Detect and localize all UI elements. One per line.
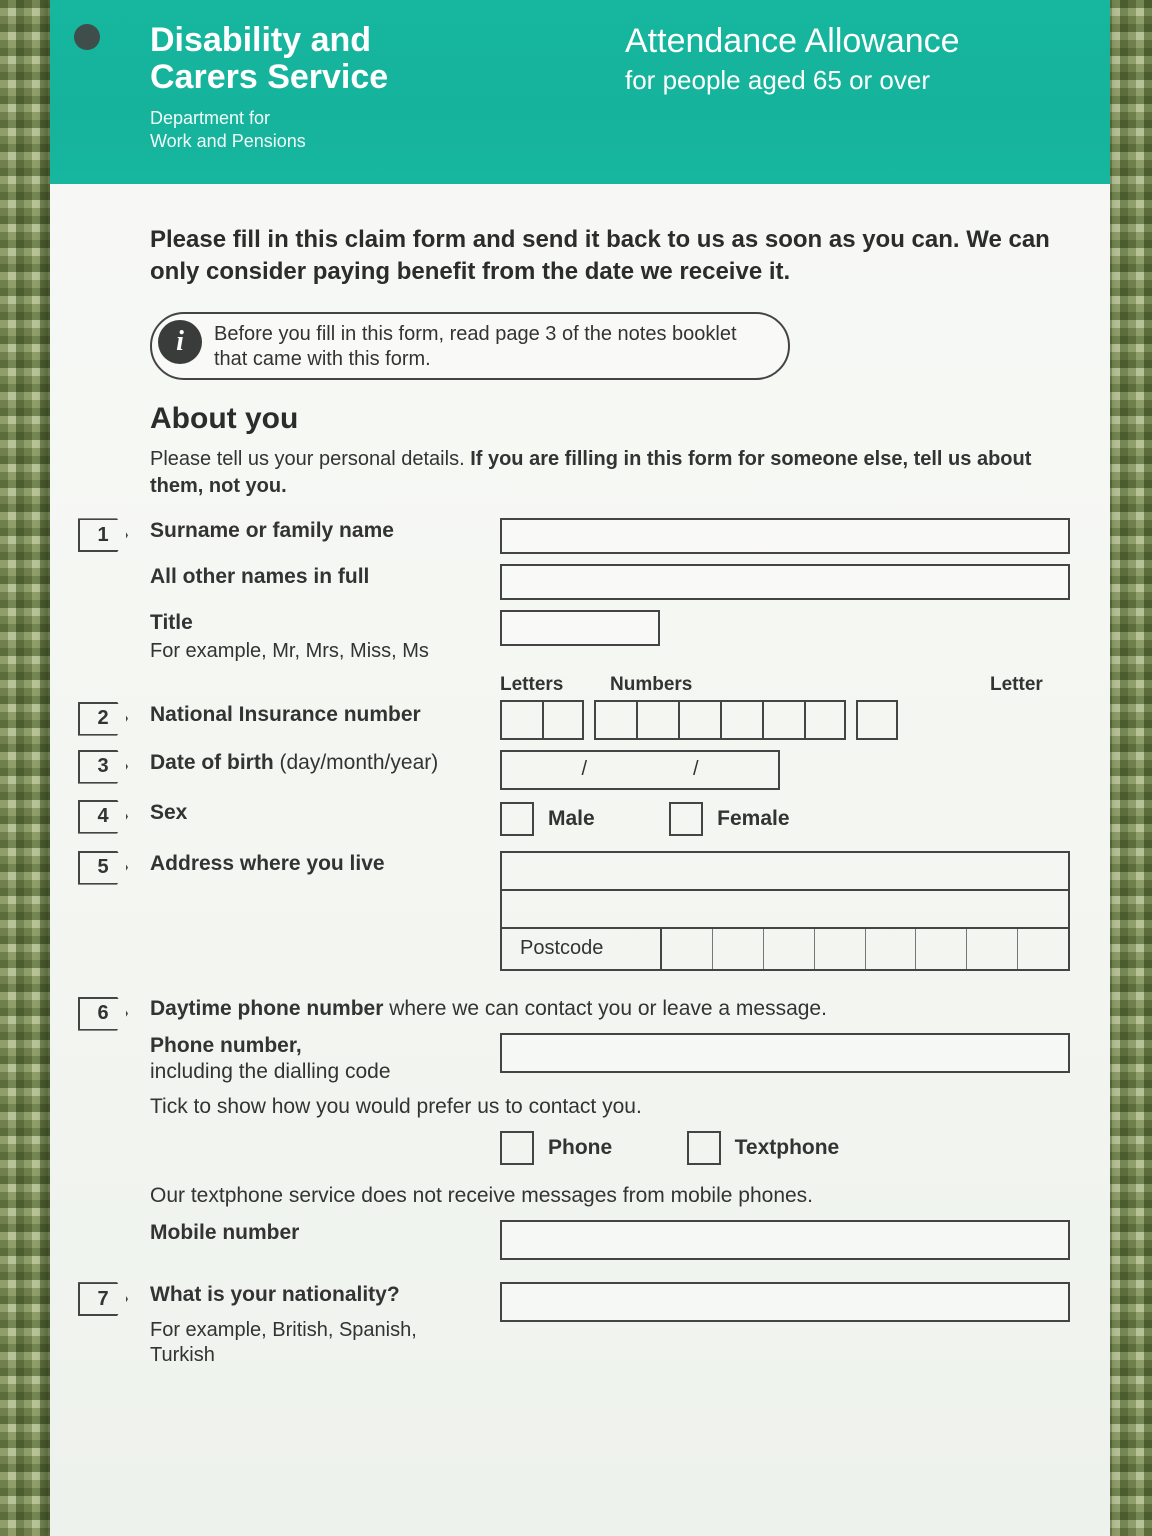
phone-input[interactable]	[500, 1033, 1070, 1073]
question-number: 3	[78, 750, 128, 784]
q6-block: 6 Daytime phone number where we can cont…	[150, 997, 1070, 1261]
info-text: Before you fill in this form, read page …	[214, 320, 758, 372]
ni-column-headers: Letters Numbers Letter	[500, 674, 1070, 696]
q3-dob-row: 3 Date of birth (day/month/year) //	[150, 750, 1070, 790]
brand-name: Disability and Carers Service	[150, 22, 585, 97]
title-input[interactable]	[500, 610, 660, 646]
brand-line2: Carers Service	[150, 58, 388, 96]
section-heading: About you	[150, 402, 1070, 436]
surname-label: Surname or family name	[150, 518, 470, 544]
form-page: Disability and Carers Service Department…	[50, 0, 1110, 1536]
question-number: 1	[78, 518, 128, 552]
sex-label: Sex	[150, 800, 470, 826]
q2-ni-row: 2 National Insurance number Letters Numb…	[150, 674, 1070, 740]
q4-sex-row: 4 Sex Male Female	[150, 800, 1070, 841]
postcode-label: Postcode	[502, 929, 662, 969]
address-line1-input[interactable]	[500, 851, 1070, 891]
info-callout: i Before you fill in this form, read pag…	[150, 312, 790, 380]
q1-othernames-row: All other names in full	[150, 564, 1070, 600]
postcode-input[interactable]	[662, 929, 1068, 969]
othernames-label: All other names in full	[150, 564, 470, 590]
question-number: 6	[78, 997, 128, 1031]
contact-pref-text: Tick to show how you would prefer us to …	[150, 1095, 1070, 1119]
form-subtitle: for people aged 65 or over	[625, 65, 1060, 96]
q5-address-row: 5 Address where you live Postcode	[150, 851, 1070, 971]
question-number: 2	[78, 702, 128, 736]
postcode-row: Postcode	[500, 927, 1070, 971]
department-name: Department for Work and Pensions	[150, 107, 585, 154]
phone-label: Phone number, including the dialling cod…	[150, 1033, 470, 1086]
sex-female-option[interactable]: Female	[669, 802, 789, 836]
dob-input[interactable]: //	[500, 750, 780, 790]
q7-nationality-row: 7 What is your nationality? For example,…	[150, 1282, 1070, 1368]
checkbox-icon	[687, 1131, 721, 1165]
nationality-input[interactable]	[500, 1282, 1070, 1322]
ni-input[interactable]	[500, 700, 1070, 740]
sex-male-option[interactable]: Male	[500, 802, 595, 836]
binder-hole	[74, 24, 100, 50]
question-number: 7	[78, 1282, 128, 1316]
daytime-phone-lead: Daytime phone number where we can contac…	[150, 997, 1070, 1021]
mobile-label: Mobile number	[150, 1220, 470, 1246]
ni-label: National Insurance number	[150, 674, 470, 728]
mobile-input[interactable]	[500, 1220, 1070, 1260]
dob-label: Date of birth (day/month/year)	[150, 750, 470, 776]
checkbox-icon	[669, 802, 703, 836]
address-label: Address where you live	[150, 851, 470, 877]
othernames-input[interactable]	[500, 564, 1070, 600]
textphone-note: Our textphone service does not receive m…	[150, 1184, 1070, 1208]
address-line2-input[interactable]	[500, 889, 1070, 929]
checkbox-icon	[500, 802, 534, 836]
brand-line1: Disability and	[150, 21, 371, 59]
checkbox-icon	[500, 1131, 534, 1165]
title-hint: For example, Mr, Mrs, Miss, Ms	[150, 639, 470, 664]
question-number: 4	[78, 800, 128, 834]
nationality-label: What is your nationality? For example, B…	[150, 1282, 470, 1368]
q1-surname-row: 1 Surname or family name	[150, 518, 1070, 554]
section-intro: Please tell us your personal details. If…	[150, 446, 1070, 500]
contact-textphone-option[interactable]: Textphone	[687, 1131, 840, 1165]
form-title: Attendance Allowance	[625, 22, 1060, 61]
header-banner: Disability and Carers Service Department…	[50, 0, 1110, 184]
title-label: Title	[150, 610, 470, 636]
contact-phone-option[interactable]: Phone	[500, 1131, 612, 1165]
surname-input[interactable]	[500, 518, 1070, 554]
question-number: 5	[78, 851, 128, 885]
q1-title-row: Title For example, Mr, Mrs, Miss, Ms	[150, 610, 1070, 663]
intro-paragraph: Please fill in this claim form and send …	[150, 224, 1070, 289]
info-icon: i	[158, 320, 202, 364]
